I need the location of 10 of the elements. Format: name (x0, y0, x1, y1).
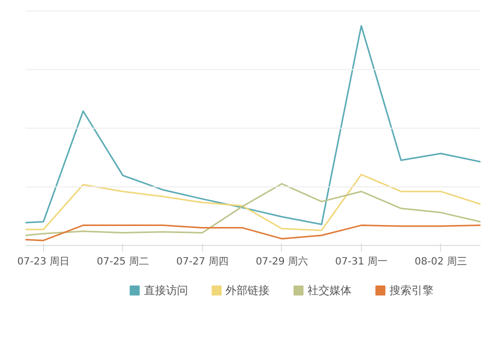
x-tick-label: 07-31 周一 (335, 256, 388, 268)
legend-label: 社交媒体 (308, 284, 352, 297)
x-tick-label: 07-29 周六 (256, 256, 308, 268)
x-tick-label: 07-23 周日 (17, 256, 70, 268)
legend-label: 外部链接 (226, 284, 270, 297)
legend-label: 直接访问 (144, 284, 188, 297)
x-tick-label: 08-02 周三 (414, 256, 467, 268)
x-tick-label: 07-25 周二 (96, 256, 149, 268)
x-tick-label: 07-27 周四 (176, 256, 228, 268)
legend-label: 搜索引擎 (390, 284, 434, 297)
